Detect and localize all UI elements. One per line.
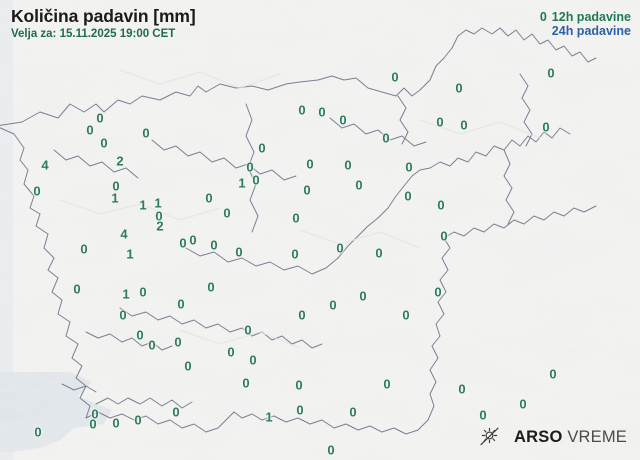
station-value: 0 (80, 241, 88, 257)
station-value: 0 (258, 140, 266, 156)
station-value: 1 (154, 195, 162, 211)
station-value: 0 (155, 208, 163, 224)
brand-primary: ARSO (514, 427, 563, 446)
station-value: 0 (292, 210, 300, 226)
station-value: 0 (86, 122, 94, 138)
brand: ARSO VREME (479, 426, 627, 448)
station-value: 0 (437, 197, 445, 213)
station-value: 0 (148, 337, 156, 353)
legend: 0 12h padavine 0 24h padavine (540, 10, 631, 38)
station-value: 0 (291, 246, 299, 262)
station-value: 0 (298, 307, 306, 323)
station-value: 0 (249, 352, 257, 368)
legend-label-12h: 12h padavine (551, 10, 631, 24)
station-value: 0 (455, 80, 463, 96)
legend-item-24h: 0 24h padavine (540, 24, 631, 38)
station-value: 0 (460, 117, 468, 133)
station-value: 0 (91, 406, 99, 422)
legend-sample-12h: 0 (539, 10, 547, 24)
station-value: 0 (336, 240, 344, 256)
station-value: 0 (327, 442, 335, 458)
station-value: 0 (339, 112, 347, 128)
station-value: 0 (458, 381, 466, 397)
station-value: 0 (355, 177, 363, 193)
station-value: 0 (119, 307, 127, 323)
sun-cloud-icon (480, 427, 499, 446)
station-value: 0 (440, 228, 448, 244)
legend-item-12h: 0 12h padavine (540, 10, 631, 24)
station-value: 0 (306, 156, 314, 172)
station-value: 0 (383, 376, 391, 392)
legend-label-24h: 24h padavine (551, 24, 631, 38)
station-value: 0 (295, 377, 303, 393)
station-value: 0 (172, 404, 180, 420)
station-value: 0 (404, 188, 412, 204)
station-value: 1 (238, 175, 246, 191)
station-value: 0 (235, 244, 243, 260)
station-value: 1 (139, 197, 147, 213)
station-value: 0 (329, 297, 337, 313)
station-value: 4 (120, 226, 128, 242)
station-value: 0 (139, 284, 147, 300)
station-value: 0 (34, 424, 42, 440)
station-value: 0 (542, 119, 550, 135)
station-value: 0 (210, 237, 218, 253)
station-value: 0 (179, 235, 187, 251)
brand-text: ARSO VREME (514, 428, 627, 447)
station-value: 0 (318, 104, 326, 120)
station-value: 1 (126, 246, 134, 262)
station-value: 2 (116, 153, 124, 169)
station-value: 0 (112, 178, 120, 194)
station-value: 0 (73, 281, 81, 297)
station-value: 0 (136, 327, 144, 343)
station-value: 0 (298, 102, 306, 118)
station-value: 2 (156, 218, 164, 234)
station-value: 0 (434, 284, 442, 300)
station-value: 0 (519, 396, 527, 412)
station-value: 0 (134, 412, 142, 428)
station-value: 1 (265, 409, 273, 425)
station-value: 0 (359, 288, 367, 304)
station-value: 0 (375, 245, 383, 261)
station-value: 0 (549, 366, 557, 382)
station-value: 0 (391, 69, 399, 85)
station-value: 0 (33, 183, 41, 199)
station-value: 0 (227, 344, 235, 360)
station-value: 0 (479, 407, 487, 423)
station-value: 0 (96, 110, 104, 126)
station-value: 0 (405, 159, 413, 175)
station-value: 0 (547, 65, 555, 81)
station-value: 0 (223, 205, 231, 221)
station-value: 0 (100, 135, 108, 151)
station-value: 0 (303, 182, 311, 198)
station-value: 1 (122, 286, 130, 302)
station-value: 0 (244, 322, 252, 338)
station-value: 0 (402, 307, 410, 323)
station-value: 0 (112, 415, 120, 431)
boundary-lines (0, 27, 597, 435)
station-value: 0 (205, 190, 213, 206)
station-value: 0 (296, 402, 304, 418)
station-value: 0 (189, 232, 197, 248)
station-value: 1 (111, 190, 119, 206)
station-value: 0 (436, 114, 444, 130)
station-value: 0 (252, 172, 260, 188)
station-value: 0 (344, 157, 352, 173)
station-value: 0 (89, 416, 97, 432)
station-value: 0 (142, 125, 150, 141)
station-value: 0 (177, 296, 185, 312)
brand-secondary: VREME (562, 427, 627, 446)
station-value: 0 (242, 375, 250, 391)
station-value: 0 (184, 358, 192, 374)
station-value: 4 (41, 157, 49, 173)
station-value: 0 (349, 404, 357, 420)
station-value: 0 (207, 279, 215, 295)
station-value: 0 (382, 130, 390, 146)
station-value: 0 (174, 334, 182, 350)
station-value: 0 (246, 159, 254, 175)
